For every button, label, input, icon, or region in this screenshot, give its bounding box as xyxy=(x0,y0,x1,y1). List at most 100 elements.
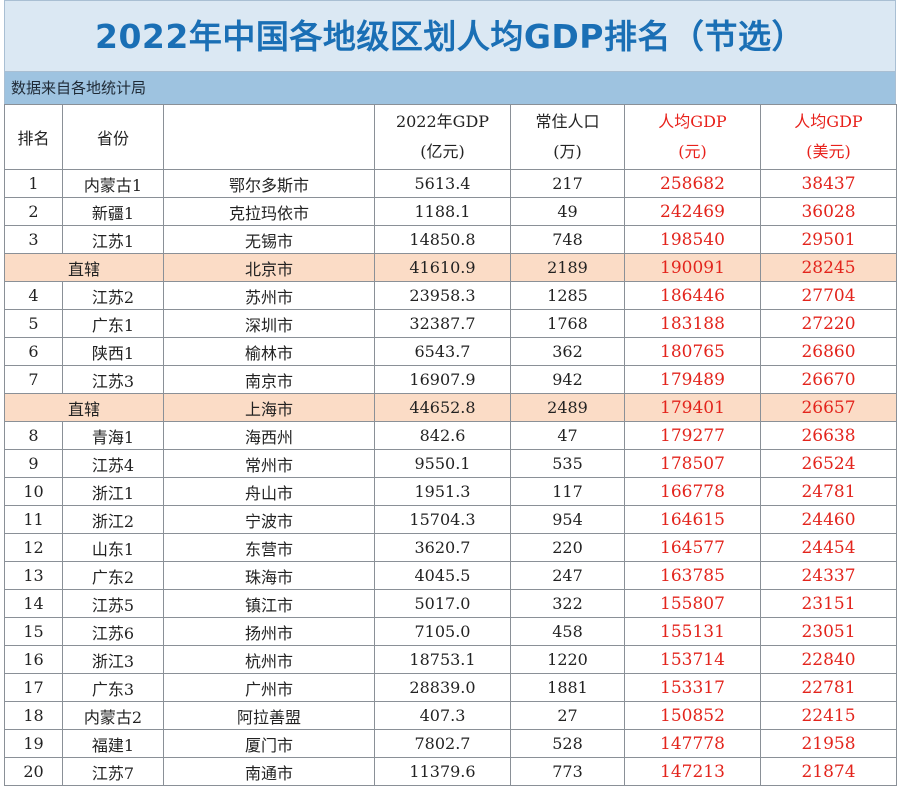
gdp-cell: 1188.1 xyxy=(374,197,511,226)
city-cell: 常州市 xyxy=(163,449,375,478)
gdp-cell: 14850.8 xyxy=(374,225,511,254)
rank-cell: 15 xyxy=(4,617,63,646)
rank-cell: 9 xyxy=(4,449,63,478)
rank-cell: 18 xyxy=(4,701,63,730)
city-cell: 东营市 xyxy=(163,533,375,562)
population-cell: 1220 xyxy=(510,645,625,674)
per-capita-cny-cell: 190091 xyxy=(624,253,761,282)
city-cell: 上海市 xyxy=(163,393,375,422)
rank-cell: 5 xyxy=(4,309,63,338)
population-cell: 773 xyxy=(510,757,625,786)
city-cell: 榆林市 xyxy=(163,337,375,366)
gdp-cell: 28839.0 xyxy=(374,673,511,702)
per-capita-usd-cell: 24781 xyxy=(760,477,897,506)
header-province: 省份 xyxy=(62,104,164,170)
province-cell: 江苏1 xyxy=(62,225,164,254)
per-capita-cny-cell: 183188 xyxy=(624,309,761,338)
per-capita-cny-cell: 155131 xyxy=(624,617,761,646)
city-cell: 鄂尔多斯市 xyxy=(163,169,375,198)
header-population-line1: 常住人口 xyxy=(535,112,600,131)
province-cell: 内蒙古2 xyxy=(62,701,164,730)
city-cell: 阿拉善盟 xyxy=(163,701,375,730)
gdp-cell: 7105.0 xyxy=(374,617,511,646)
table-row: 1 内蒙古1 鄂尔多斯市 5613.4 217 258682 38437 xyxy=(4,169,897,198)
rank-cell: 1 xyxy=(4,169,63,198)
per-capita-cny-cell: 179277 xyxy=(624,421,761,450)
population-cell: 247 xyxy=(510,561,625,590)
per-capita-usd-cell: 21958 xyxy=(760,729,897,758)
per-capita-cny-cell: 180765 xyxy=(624,337,761,366)
per-capita-usd-cell: 27220 xyxy=(760,309,897,338)
gdp-cell: 407.3 xyxy=(374,701,511,730)
header-rank: 排名 xyxy=(4,104,63,170)
province-cell: 浙江3 xyxy=(62,645,164,674)
province-cell: 江苏7 xyxy=(62,757,164,786)
province-cell: 陕西1 xyxy=(62,337,164,366)
header-population: 常住人口 (万) xyxy=(510,104,625,170)
city-cell: 南通市 xyxy=(163,757,375,786)
rank-cell: 3 xyxy=(4,225,63,254)
rank-cell: 6 xyxy=(4,337,63,366)
rank-cell: 8 xyxy=(4,421,63,450)
rank-cell: 19 xyxy=(4,729,63,758)
table-row: 15 江苏6 扬州市 7105.0 458 155131 23051 xyxy=(4,617,897,646)
city-cell: 无锡市 xyxy=(163,225,375,254)
table-row: 17 广东3 广州市 28839.0 1881 153317 22781 xyxy=(4,673,897,702)
table-row: 13 广东2 珠海市 4045.5 247 163785 24337 xyxy=(4,561,897,590)
province-cell: 广东3 xyxy=(62,673,164,702)
city-cell: 舟山市 xyxy=(163,477,375,506)
per-capita-cny-cell: 179401 xyxy=(624,393,761,422)
table-row-direct: 直辖 北京市 41610.9 2189 190091 28245 xyxy=(4,253,897,282)
header-gdp: 2022年GDP (亿元) xyxy=(374,104,511,170)
per-capita-usd-cell: 22415 xyxy=(760,701,897,730)
per-capita-usd-cell: 36028 xyxy=(760,197,897,226)
population-cell: 47 xyxy=(510,421,625,450)
per-capita-usd-cell: 24454 xyxy=(760,533,897,562)
table-row: 20 江苏7 南通市 11379.6 773 147213 21874 xyxy=(4,757,897,786)
province-cell: 江苏4 xyxy=(62,449,164,478)
per-capita-usd-cell: 24460 xyxy=(760,505,897,534)
gdp-cell: 1951.3 xyxy=(374,477,511,506)
province-cell: 直辖 xyxy=(4,393,164,422)
population-cell: 2189 xyxy=(510,253,625,282)
header-per-capita-usd-line1: 人均GDP xyxy=(794,112,863,131)
per-capita-cny-cell: 150852 xyxy=(624,701,761,730)
province-cell: 新疆1 xyxy=(62,197,164,226)
population-cell: 535 xyxy=(510,449,625,478)
per-capita-cny-cell: 147778 xyxy=(624,729,761,758)
rank-cell: 13 xyxy=(4,561,63,590)
header-gdp-line1: 2022年GDP xyxy=(395,112,490,131)
per-capita-usd-cell: 27704 xyxy=(760,281,897,310)
header-population-line2: (万) xyxy=(553,142,582,161)
rank-cell: 11 xyxy=(4,505,63,534)
header-row: 排名 省份 2022年GDP (亿元) 常住人口 (万) 人均GDP (元) 人… xyxy=(4,104,897,170)
population-cell: 458 xyxy=(510,617,625,646)
per-capita-cny-cell: 147213 xyxy=(624,757,761,786)
gdp-cell: 5613.4 xyxy=(374,169,511,198)
gdp-cell: 9550.1 xyxy=(374,449,511,478)
table-row: 6 陕西1 榆林市 6543.7 362 180765 26860 xyxy=(4,337,897,366)
city-cell: 杭州市 xyxy=(163,645,375,674)
city-cell: 深圳市 xyxy=(163,309,375,338)
city-cell: 北京市 xyxy=(163,253,375,282)
per-capita-usd-cell: 24337 xyxy=(760,561,897,590)
population-cell: 1285 xyxy=(510,281,625,310)
province-cell: 广东2 xyxy=(62,561,164,590)
table-row-direct: 直辖 上海市 44652.8 2489 179401 26657 xyxy=(4,393,897,422)
population-cell: 27 xyxy=(510,701,625,730)
table-row: 2 新疆1 克拉玛依市 1188.1 49 242469 36028 xyxy=(4,197,897,226)
population-cell: 942 xyxy=(510,365,625,394)
province-cell: 福建1 xyxy=(62,729,164,758)
table-row: 11 浙江2 宁波市 15704.3 954 164615 24460 xyxy=(4,505,897,534)
table-row: 12 山东1 东营市 3620.7 220 164577 24454 xyxy=(4,533,897,562)
header-gdp-line2: (亿元) xyxy=(420,142,465,161)
population-cell: 954 xyxy=(510,505,625,534)
population-cell: 220 xyxy=(510,533,625,562)
header-city xyxy=(163,104,375,170)
header-per-capita-usd-line2: (美元) xyxy=(806,142,851,161)
header-per-capita-usd: 人均GDP (美元) xyxy=(760,104,897,170)
city-cell: 克拉玛依市 xyxy=(163,197,375,226)
province-cell: 直辖 xyxy=(4,253,164,282)
per-capita-cny-cell: 198540 xyxy=(624,225,761,254)
rank-cell: 4 xyxy=(4,281,63,310)
